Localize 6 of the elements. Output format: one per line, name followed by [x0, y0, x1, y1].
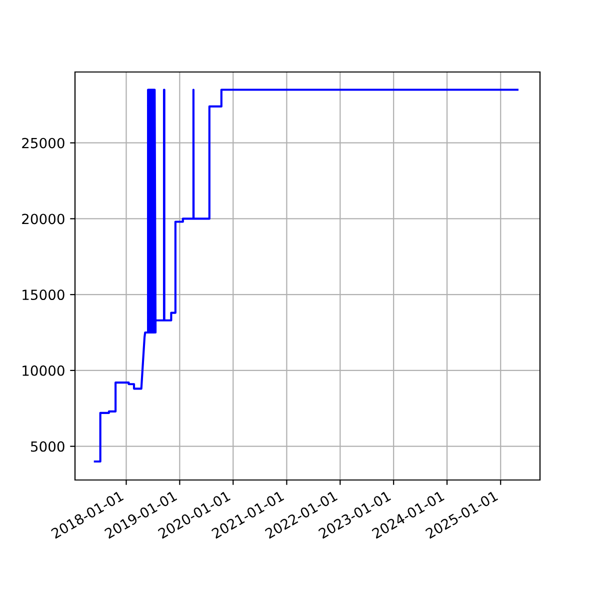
- line-series: [94, 88, 518, 463]
- y-tick-label: 5000: [31, 441, 64, 452]
- y-tick-label: 15000: [22, 290, 64, 300]
- y-tick-label: 25000: [22, 138, 64, 148]
- y-tick-label: 20000: [22, 214, 64, 224]
- y-tick-label: 10000: [22, 365, 64, 376]
